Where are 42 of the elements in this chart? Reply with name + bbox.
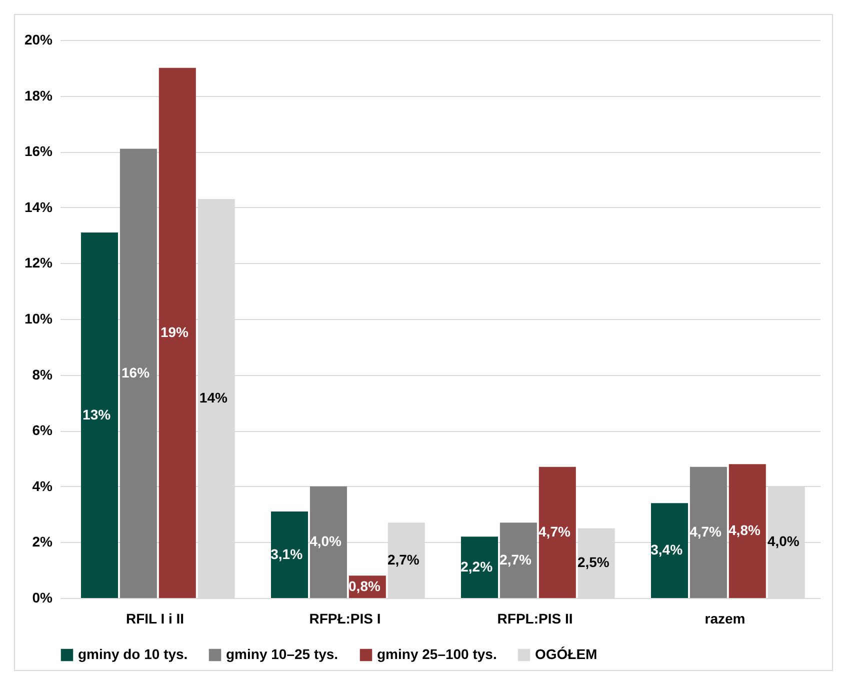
bar <box>270 512 308 598</box>
data-label: 19% <box>160 324 190 340</box>
data-label: 3,1% <box>270 546 304 562</box>
data-label: 2,5% <box>577 554 610 570</box>
y-tick-label: 6% <box>32 422 54 438</box>
legend-label: OGÓŁEM <box>535 646 598 662</box>
x-tick-label: RFPŁ:PIS I <box>309 610 381 626</box>
bar <box>310 486 347 598</box>
bar <box>728 464 766 598</box>
y-tick-label: 20% <box>24 32 54 48</box>
y-tick-label: 12% <box>24 254 54 271</box>
data-label: 14% <box>199 390 228 406</box>
bar <box>120 148 157 598</box>
y-tick-label: 2% <box>32 534 54 550</box>
legend-label: gminy 25–100 tys. <box>377 646 497 662</box>
bar <box>538 466 576 598</box>
bar <box>80 232 118 598</box>
y-tick-label: 10% <box>24 310 54 326</box>
bar <box>690 466 727 598</box>
y-tick-label: 0% <box>32 590 54 606</box>
data-label: 0,8% <box>348 578 381 594</box>
bar <box>158 68 196 598</box>
bar <box>460 536 498 598</box>
y-tick-label: 16% <box>24 143 54 160</box>
data-label: 2,2% <box>460 558 494 574</box>
legend-label: gminy 10–25 tys. <box>226 646 338 662</box>
y-tick-label: 4% <box>32 478 54 494</box>
data-label: 16% <box>122 364 150 380</box>
data-label: 13% <box>82 406 112 422</box>
data-label: 2,7% <box>387 551 420 568</box>
x-tick-label: RFIL I i II <box>126 610 184 626</box>
y-tick-label: 8% <box>32 366 54 382</box>
legend-label: gminy do 10 tys. <box>78 646 188 662</box>
data-label: 3,4% <box>650 542 684 558</box>
x-tick-label: razem <box>704 610 746 626</box>
x-tick-label: RFPL:PIS II <box>497 610 573 626</box>
data-label: 2,7% <box>500 551 532 568</box>
bar <box>500 522 537 598</box>
y-tick-label: 18% <box>24 87 54 104</box>
bar <box>650 503 688 598</box>
y-tick-label: 14% <box>24 198 54 215</box>
data-label: 4,0% <box>767 533 800 550</box>
